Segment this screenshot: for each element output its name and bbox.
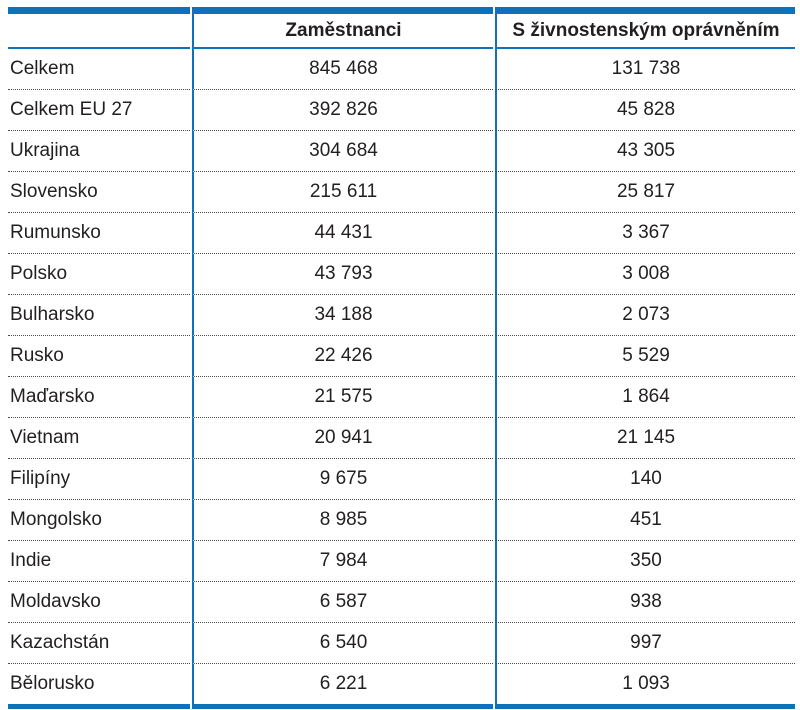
row-label: Bělorusko (8, 664, 190, 709)
row-value-zivnostenske-opravneni: 140 (495, 459, 795, 500)
row-label: Celkem EU 27 (8, 90, 190, 131)
row-value-zamestnanci: 6 540 (192, 623, 493, 664)
header-cell-zivnostenske-opravneni: S živnostenským oprávněním (495, 7, 795, 49)
row-value-zamestnanci: 34 188 (192, 295, 493, 336)
foreign-workers-table: Zaměstnanci S živnostenským oprávněním C… (6, 7, 797, 709)
row-value-zivnostenske-opravneni: 131 738 (495, 49, 795, 90)
row-value-zamestnanci: 22 426 (192, 336, 493, 377)
row-label: Celkem (8, 49, 190, 90)
table-header: Zaměstnanci S živnostenským oprávněním (8, 7, 795, 49)
row-value-zivnostenske-opravneni: 43 305 (495, 131, 795, 172)
row-label: Filipíny (8, 459, 190, 500)
table-body: Celkem 845 468 131 738 Celkem EU 27 392 … (8, 49, 795, 709)
row-value-zivnostenske-opravneni: 5 529 (495, 336, 795, 377)
row-value-zivnostenske-opravneni: 938 (495, 582, 795, 623)
table-row: Slovensko 215 611 25 817 (8, 172, 795, 213)
row-label: Mongolsko (8, 500, 190, 541)
table-row: Kazachstán 6 540 997 (8, 623, 795, 664)
table-row: Celkem 845 468 131 738 (8, 49, 795, 90)
header-cell-empty (8, 7, 190, 49)
table-row: Rusko 22 426 5 529 (8, 336, 795, 377)
row-value-zivnostenske-opravneni: 3 367 (495, 213, 795, 254)
row-label: Slovensko (8, 172, 190, 213)
row-value-zamestnanci: 20 941 (192, 418, 493, 459)
row-value-zamestnanci: 215 611 (192, 172, 493, 213)
row-value-zivnostenske-opravneni: 2 073 (495, 295, 795, 336)
row-value-zamestnanci: 6 587 (192, 582, 493, 623)
table-row: Rumunsko 44 431 3 367 (8, 213, 795, 254)
table-row: Ukrajina 304 684 43 305 (8, 131, 795, 172)
table-row: Indie 7 984 350 (8, 541, 795, 582)
row-value-zivnostenske-opravneni: 3 008 (495, 254, 795, 295)
row-label: Bulharsko (8, 295, 190, 336)
row-value-zivnostenske-opravneni: 1 093 (495, 664, 795, 709)
row-value-zivnostenske-opravneni: 1 864 (495, 377, 795, 418)
table-row: Filipíny 9 675 140 (8, 459, 795, 500)
row-value-zivnostenske-opravneni: 21 145 (495, 418, 795, 459)
table-row: Bulharsko 34 188 2 073 (8, 295, 795, 336)
row-value-zamestnanci: 845 468 (192, 49, 493, 90)
header-cell-zamestnanci: Zaměstnanci (192, 7, 493, 49)
row-value-zamestnanci: 392 826 (192, 90, 493, 131)
row-value-zivnostenske-opravneni: 451 (495, 500, 795, 541)
row-value-zamestnanci: 9 675 (192, 459, 493, 500)
row-label: Vietnam (8, 418, 190, 459)
header-row: Zaměstnanci S živnostenským oprávněním (8, 7, 795, 49)
row-label: Kazachstán (8, 623, 190, 664)
row-value-zamestnanci: 43 793 (192, 254, 493, 295)
table-row: Mongolsko 8 985 451 (8, 500, 795, 541)
row-value-zivnostenske-opravneni: 350 (495, 541, 795, 582)
row-label: Indie (8, 541, 190, 582)
row-value-zivnostenske-opravneni: 25 817 (495, 172, 795, 213)
row-value-zamestnanci: 44 431 (192, 213, 493, 254)
row-label: Rusko (8, 336, 190, 377)
row-label: Polsko (8, 254, 190, 295)
table-row: Bělorusko 6 221 1 093 (8, 664, 795, 709)
row-value-zivnostenske-opravneni: 997 (495, 623, 795, 664)
row-label: Moldavsko (8, 582, 190, 623)
table-row: Polsko 43 793 3 008 (8, 254, 795, 295)
table-row: Vietnam 20 941 21 145 (8, 418, 795, 459)
table-row: Celkem EU 27 392 826 45 828 (8, 90, 795, 131)
row-label: Ukrajina (8, 131, 190, 172)
row-value-zamestnanci: 21 575 (192, 377, 493, 418)
row-value-zamestnanci: 8 985 (192, 500, 493, 541)
row-label: Rumunsko (8, 213, 190, 254)
table-row: Moldavsko 6 587 938 (8, 582, 795, 623)
table-row: Maďarsko 21 575 1 864 (8, 377, 795, 418)
row-value-zamestnanci: 6 221 (192, 664, 493, 709)
row-value-zamestnanci: 7 984 (192, 541, 493, 582)
row-value-zamestnanci: 304 684 (192, 131, 493, 172)
row-label: Maďarsko (8, 377, 190, 418)
row-value-zivnostenske-opravneni: 45 828 (495, 90, 795, 131)
